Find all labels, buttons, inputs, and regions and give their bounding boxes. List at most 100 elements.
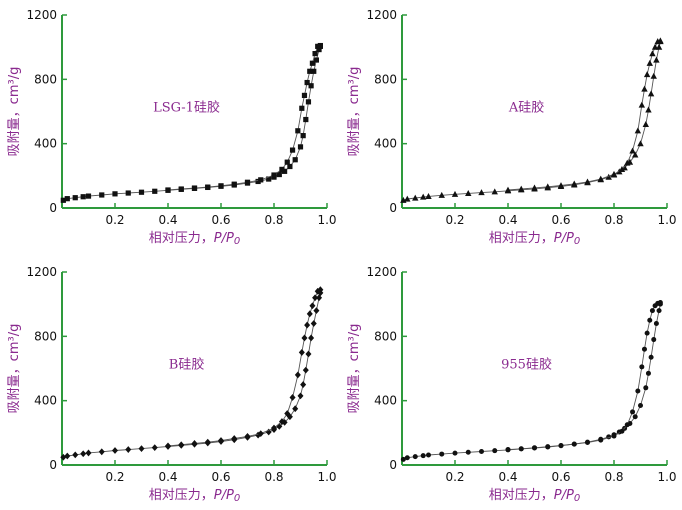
data-point <box>518 185 525 192</box>
y-tick-label: 800 <box>374 329 397 343</box>
series-line-1 <box>403 304 661 460</box>
data-point <box>64 196 70 202</box>
data-point <box>309 302 316 310</box>
data-point <box>311 68 317 74</box>
y-tick-label: 800 <box>34 329 57 343</box>
data-point <box>294 371 301 379</box>
data-point <box>491 188 498 195</box>
data-point <box>301 92 308 99</box>
x-tick-label: 0.6 <box>551 470 570 484</box>
data-point <box>266 176 272 182</box>
y-tick-label: 400 <box>374 394 397 408</box>
data-point <box>642 120 649 127</box>
data-point <box>639 364 645 370</box>
data-point <box>571 180 578 187</box>
data-point <box>305 99 312 105</box>
data-point <box>557 182 565 189</box>
data-point <box>257 430 264 438</box>
data-point <box>151 444 158 452</box>
data-point <box>312 51 318 57</box>
data-point <box>532 445 537 451</box>
data-point <box>307 68 313 74</box>
data-point <box>303 116 309 123</box>
data-point <box>125 190 131 196</box>
data-point <box>297 144 304 150</box>
data-point <box>647 90 655 97</box>
data-point <box>558 443 564 449</box>
data-point <box>85 449 92 457</box>
x-tick-label: 1.0 <box>317 470 336 484</box>
data-point <box>138 445 145 452</box>
data-point <box>641 346 647 352</box>
data-point <box>316 294 323 302</box>
data-point <box>295 128 301 134</box>
x-tick-label: 0.6 <box>211 213 230 227</box>
data-point <box>300 133 306 139</box>
data-point <box>649 50 656 57</box>
data-point <box>244 432 251 440</box>
y-tick-label: 0 <box>49 201 57 215</box>
y-tick-label: 400 <box>34 137 57 151</box>
data-point <box>518 446 524 452</box>
data-point <box>287 163 293 170</box>
data-point <box>492 448 498 454</box>
x-tick-label: 0.8 <box>264 213 283 227</box>
data-point <box>205 184 211 190</box>
x-axis-label: 相对压力，P/P0 <box>489 488 580 504</box>
data-point <box>315 43 321 49</box>
data-point <box>301 334 308 342</box>
data-point <box>297 392 304 400</box>
y-tick-label: 0 <box>389 458 397 472</box>
y-tick-label: 800 <box>34 72 57 86</box>
data-point <box>624 159 631 166</box>
data-point <box>112 191 118 197</box>
data-point <box>304 321 311 329</box>
x-tick-label: 1.0 <box>657 213 676 227</box>
chart-title: 955硅胶 <box>501 357 552 373</box>
x-tick-label: 0.6 <box>211 470 230 484</box>
y-tick-label: 0 <box>389 201 397 215</box>
data-point <box>544 183 551 190</box>
chart-title: A硅胶 <box>508 100 544 116</box>
y-tick-label: 1200 <box>26 265 57 279</box>
data-point <box>317 42 323 49</box>
chart-panel-1: 0 400 800 1200 0.2 0.4 0.6 0.8 1.0 相对压力，P/P0 吸附量，c… <box>7 8 337 247</box>
data-point <box>638 402 643 408</box>
data-point <box>451 190 459 197</box>
data-point <box>72 195 78 201</box>
data-point <box>504 186 512 193</box>
data-point <box>298 349 305 356</box>
data-point <box>278 418 285 425</box>
data-point <box>656 308 662 314</box>
x-tick-label: 0.8 <box>604 213 623 227</box>
x-tick-label: 0.4 <box>158 213 177 227</box>
data-point <box>400 456 406 462</box>
x-tick-label: 0.2 <box>445 470 464 484</box>
data-point <box>638 101 646 108</box>
data-point <box>653 320 659 326</box>
data-point <box>597 175 604 182</box>
data-point <box>265 428 272 436</box>
data-point <box>649 308 655 314</box>
data-point <box>64 452 71 460</box>
data-point <box>191 185 198 191</box>
data-point <box>292 157 298 163</box>
data-point <box>652 303 658 309</box>
y-axis-label: 吸附量，cm³/g <box>347 324 362 414</box>
data-point <box>165 187 171 193</box>
data-point <box>279 166 285 172</box>
data-point <box>178 441 185 449</box>
data-point <box>465 189 472 196</box>
x-tick-label: 0.8 <box>604 470 623 484</box>
data-point <box>152 188 158 194</box>
chart-panel-4: 0 400 800 1200 0.2 0.4 0.6 0.8 1.0 相对压力，P/P0 吸附量，c… <box>347 265 677 504</box>
data-point <box>231 435 238 442</box>
x-tick-label: 1.0 <box>317 213 336 227</box>
series-line-2 <box>167 45 321 191</box>
data-point <box>218 183 224 189</box>
data-point <box>80 450 87 458</box>
data-point <box>308 334 315 342</box>
y-tick-label: 1200 <box>366 265 397 279</box>
